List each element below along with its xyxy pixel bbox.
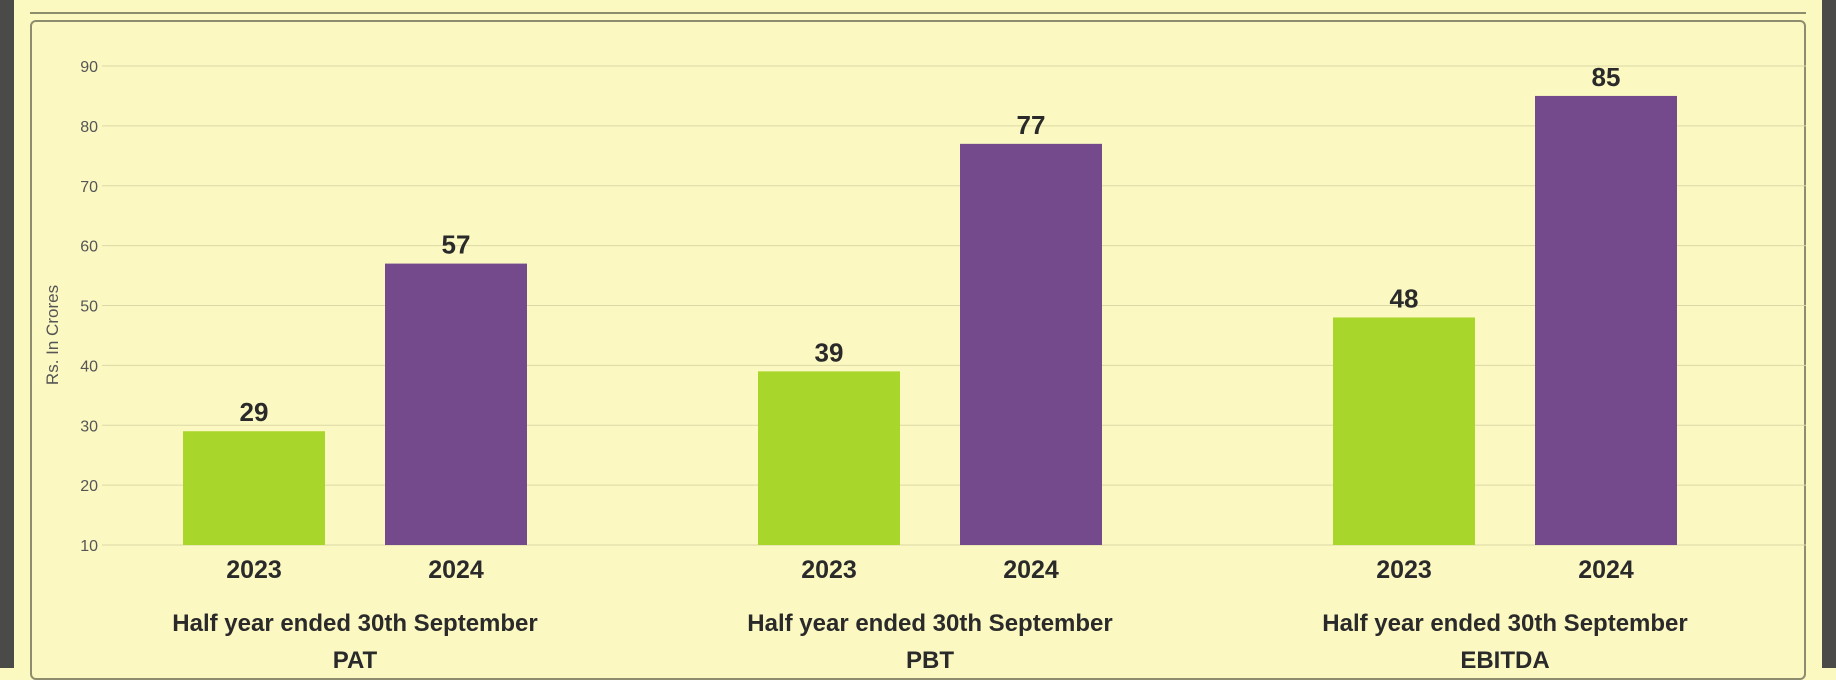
y-axis-label: Rs. In Crores	[43, 285, 62, 385]
data-label: 48	[1390, 283, 1419, 313]
x-category-label: 2024	[1578, 556, 1634, 584]
bar-pat-2023	[183, 431, 325, 545]
header-strip	[30, 0, 1806, 14]
group-label-metric: EBITDA	[1460, 647, 1549, 668]
group-label-metric: PAT	[333, 647, 378, 668]
bar-pbt-2024	[960, 143, 1102, 545]
x-category-label: 2023	[1376, 556, 1432, 584]
data-label: 39	[815, 337, 844, 367]
bar-ebitda-2023	[1333, 317, 1475, 545]
data-label: 29	[240, 397, 269, 427]
y-tick-label: 40	[80, 358, 98, 375]
group-label-metric: PBT	[906, 647, 954, 668]
y-tick-label: 80	[80, 119, 98, 136]
y-tick-label: 90	[80, 59, 98, 76]
data-label: 57	[442, 230, 471, 260]
y-tick-label: 10	[80, 538, 98, 555]
bars	[183, 95, 1677, 545]
bar-ebitda-2024	[1535, 95, 1677, 545]
y-tick-label: 70	[80, 179, 98, 196]
data-label: 77	[1017, 110, 1046, 140]
y-axis-ticks: 10 20 30 40 50 60 70 80 90	[80, 59, 98, 555]
y-tick-label: 20	[80, 478, 98, 495]
data-label: 85	[1592, 62, 1621, 92]
x-category-label: 2023	[801, 556, 857, 584]
chart-panel	[30, 20, 1806, 680]
x-category-label: 2024	[428, 556, 484, 584]
bar-pat-2024	[385, 263, 527, 545]
y-tick-label: 60	[80, 239, 98, 256]
y-tick-label: 50	[80, 299, 98, 316]
labels: 29 2023 57 2024 Half year ended 30th Septemb…	[172, 62, 1687, 668]
x-category-label: 2024	[1003, 556, 1059, 584]
x-category-label: 2023	[226, 556, 282, 584]
group-label-line1: Half year ended 30th September	[1322, 610, 1687, 637]
y-tick-label: 30	[80, 418, 98, 435]
bar-pbt-2023	[758, 371, 900, 545]
group-label-line1: Half year ended 30th September	[172, 610, 537, 637]
group-label-line1: Half year ended 30th September	[747, 610, 1112, 637]
